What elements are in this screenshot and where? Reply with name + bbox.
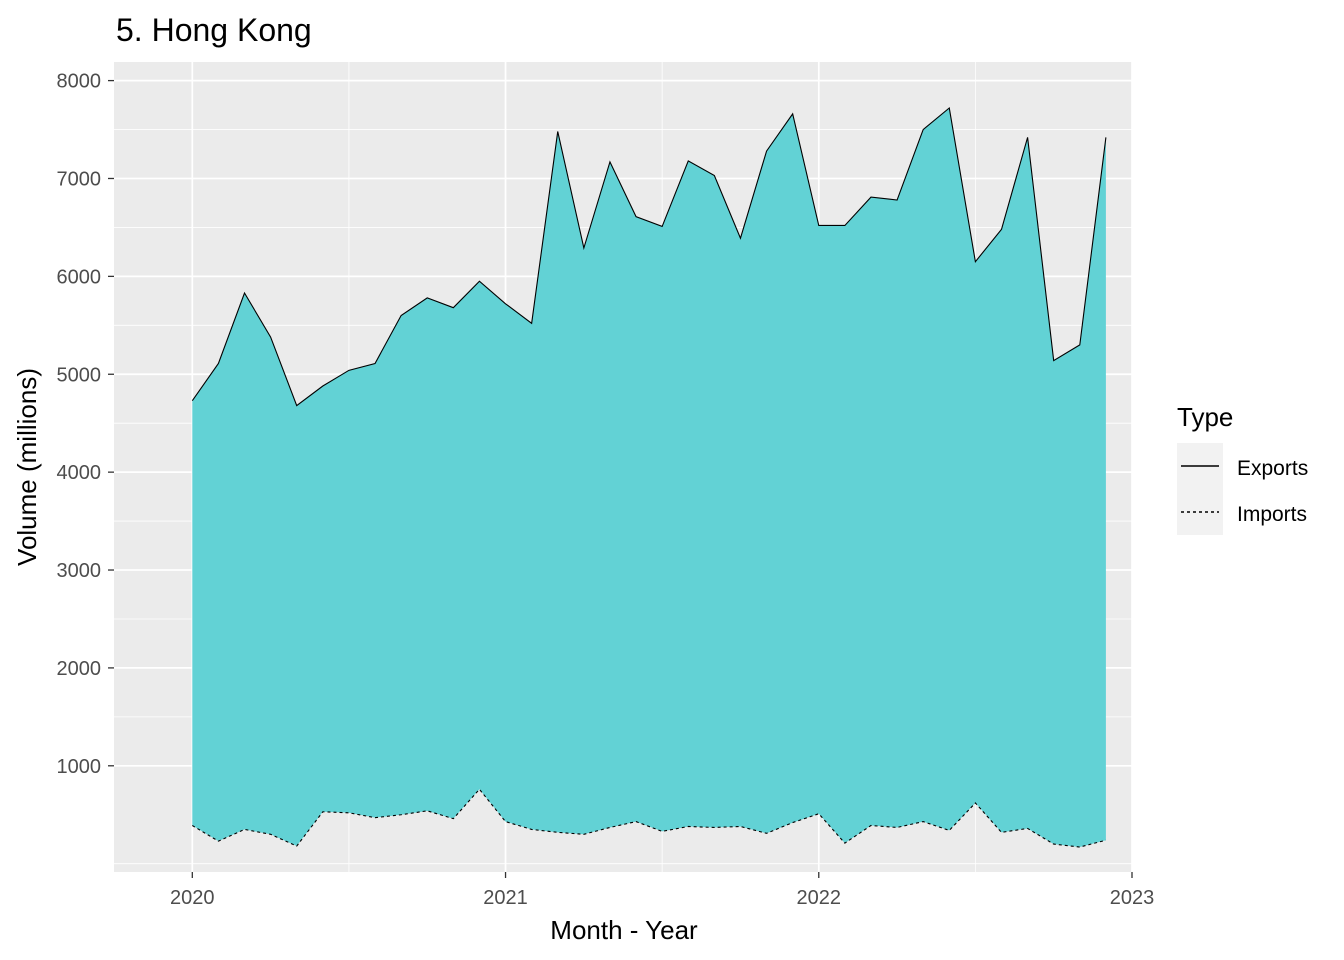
legend-label-exports: Exports <box>1237 457 1308 480</box>
y-tick-label: 2000 <box>57 658 102 680</box>
legend-label-imports: Imports <box>1237 503 1307 526</box>
x-tick-label: 2023 <box>1110 887 1155 909</box>
x-axis-title: Month - Year <box>550 915 698 945</box>
chart-title: 5. Hong Kong <box>116 12 312 48</box>
x-tick-label: 2020 <box>170 887 215 909</box>
y-tick-label: 1000 <box>57 756 102 778</box>
series-line-imports <box>192 788 1107 848</box>
export-import-area <box>192 108 1106 848</box>
y-axis-title: Volume (millions) <box>12 368 42 566</box>
x-axis: 2020 2021 2022 2023 <box>170 872 1154 909</box>
y-tick-label: 8000 <box>57 71 102 93</box>
y-tick-label: 4000 <box>57 462 102 484</box>
x-tick-label: 2021 <box>483 887 528 909</box>
legend-title: Type <box>1177 402 1233 432</box>
y-axis: 1000 2000 3000 4000 5000 6000 7000 8000 <box>57 71 114 778</box>
x-tick-label: 2022 <box>797 887 842 909</box>
y-tick-label: 7000 <box>57 168 102 190</box>
y-tick-label: 3000 <box>57 560 102 582</box>
y-tick-label: 5000 <box>57 364 102 386</box>
y-tick-label: 6000 <box>57 266 102 288</box>
legend: Type Exports Imports <box>1177 402 1308 535</box>
series-line-exports <box>191 106 1107 407</box>
